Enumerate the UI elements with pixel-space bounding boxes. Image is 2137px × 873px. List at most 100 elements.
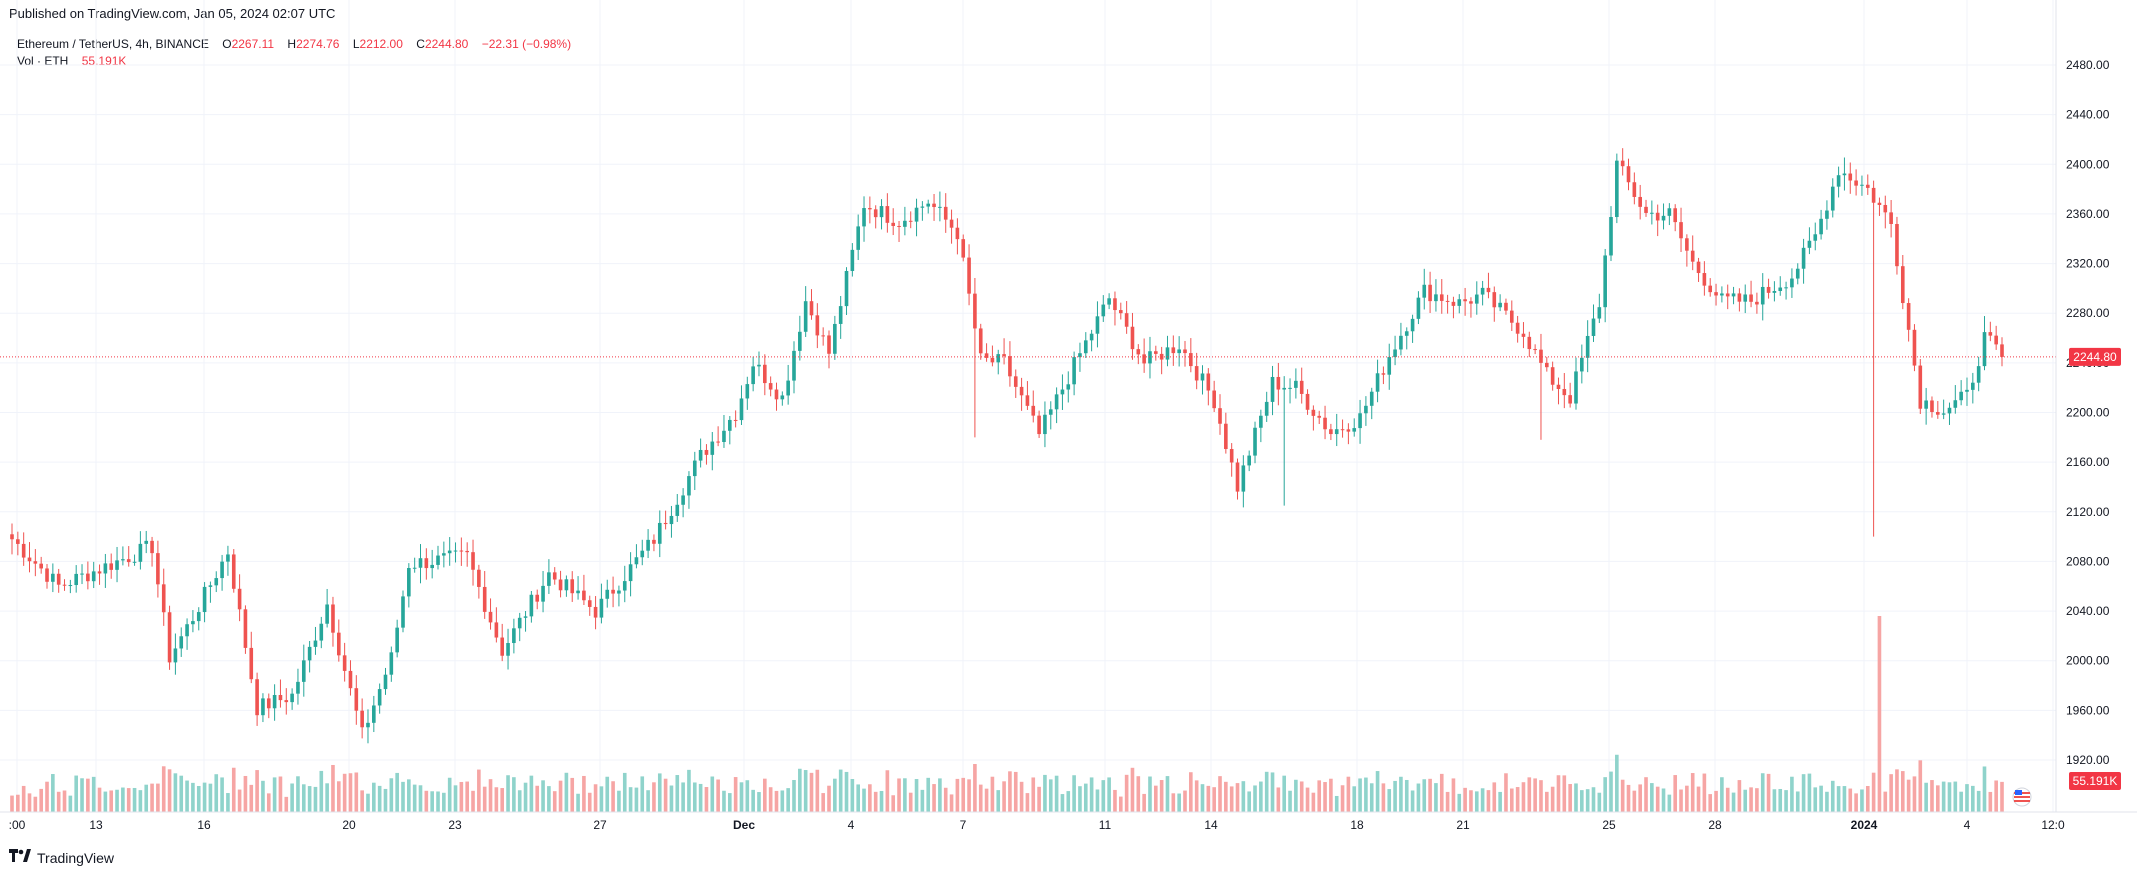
candle-body	[1282, 387, 1287, 390]
volume-bar	[1031, 777, 1036, 812]
candle-body	[821, 335, 825, 337]
candle-body	[103, 563, 108, 574]
candle-body	[348, 670, 353, 689]
volume-bar	[1142, 793, 1146, 812]
candle-body	[1661, 215, 1666, 221]
candle-body	[191, 621, 195, 625]
legend-open-value: 2267.11	[231, 37, 275, 51]
candle-body	[1008, 356, 1012, 377]
candle-body	[407, 568, 411, 597]
volume-bar	[903, 778, 907, 812]
candle-body	[465, 550, 469, 553]
candle-body	[1311, 409, 1316, 416]
price-tick-label: 2440.00	[2066, 108, 2110, 122]
volume-bar	[1247, 791, 1251, 812]
volume-bar	[733, 777, 738, 812]
volume-bar	[91, 776, 96, 812]
volume-bar	[1702, 773, 1707, 812]
candle-body	[86, 573, 90, 582]
candle-body	[891, 222, 896, 226]
volume-bar	[27, 793, 32, 812]
volume-bar	[1101, 780, 1106, 812]
candle-body	[1212, 390, 1216, 409]
us-flag-icon[interactable]	[2012, 787, 2032, 807]
time-tick-label: 7	[960, 818, 967, 832]
volume-bar	[173, 773, 178, 812]
candle-body	[1778, 287, 1783, 291]
volume-bar	[167, 769, 172, 812]
volume-bar	[1906, 779, 1911, 812]
candle-body	[1165, 347, 1170, 360]
volume-bar	[1965, 784, 1969, 812]
time-tick-label: 20	[342, 818, 356, 832]
price-axis[interactable]: 2480.00 2440.00 2400.00 2360.00 2320.00 2280.…	[2066, 58, 2110, 767]
candle-body	[885, 206, 890, 223]
volume-bar	[1317, 780, 1322, 812]
candle-body	[733, 419, 738, 421]
volume-bar	[1264, 771, 1269, 812]
candle-body	[1871, 187, 1876, 203]
candle-body	[646, 539, 650, 551]
candle-body	[984, 353, 989, 358]
candle-body	[1095, 316, 1100, 334]
volume-bar	[751, 789, 755, 812]
candle-body	[249, 647, 254, 680]
volume-bar	[1708, 794, 1713, 812]
volume-bar	[1189, 772, 1193, 812]
candle-body	[196, 612, 201, 622]
volume-bar	[214, 774, 219, 812]
volume-bar	[908, 792, 913, 812]
volume-bar	[622, 772, 627, 812]
candle-body	[185, 624, 189, 637]
candle-body	[1801, 247, 1806, 269]
candle-body	[1154, 351, 1158, 354]
volume-bar	[1784, 790, 1788, 812]
candle-body	[1918, 365, 1923, 409]
time-axis[interactable]: :00 13 16 20 23 27 Dec 4 7 11 14 18 21 25 28 2024 4 12:0	[9, 818, 2065, 832]
candle-body	[617, 590, 621, 594]
candle-body	[500, 637, 505, 656]
volume-bar	[1848, 788, 1853, 812]
volume-bar	[1760, 773, 1765, 812]
volume-bar	[1381, 783, 1386, 812]
price-tick-label: 2000.00	[2066, 654, 2110, 668]
time-tick-label: 14	[1204, 818, 1218, 832]
volume-bar	[1912, 776, 1917, 812]
volume-bar	[1860, 789, 1864, 812]
candle-body	[996, 354, 1001, 363]
volume-bar	[389, 778, 394, 812]
candle-body	[727, 419, 732, 431]
volume-bar	[512, 777, 516, 812]
volume-bar	[1159, 780, 1164, 812]
candle-body	[360, 710, 364, 728]
volume-bar	[126, 788, 131, 812]
price-tick-label: 2400.00	[2066, 157, 2110, 171]
candle-body	[1679, 222, 1683, 239]
candle-body	[687, 476, 691, 496]
candle-body	[541, 585, 545, 602]
candle-body	[1305, 393, 1310, 410]
candle-body	[442, 553, 446, 556]
volume-bar	[506, 775, 510, 812]
volume-bar	[1294, 779, 1298, 812]
volume-bar	[231, 767, 236, 812]
candle-body	[226, 554, 230, 562]
volume-bar	[1060, 794, 1065, 812]
volume-bar	[1620, 779, 1625, 812]
time-tick-label: 25	[1602, 818, 1616, 832]
candle-body	[1941, 413, 1946, 415]
candle-body	[1848, 173, 1853, 181]
candle-body	[961, 239, 966, 258]
volume-bar	[407, 779, 411, 812]
candle-body	[21, 543, 26, 558]
candle-body	[803, 301, 808, 332]
candle-body	[325, 604, 329, 624]
candle-body	[1982, 332, 1987, 367]
candle-body	[838, 306, 843, 324]
volume-bar	[529, 775, 534, 812]
volume-bar	[517, 790, 522, 812]
volume-bar	[1615, 754, 1619, 812]
candle-body	[862, 208, 866, 227]
candle-body	[576, 590, 580, 594]
